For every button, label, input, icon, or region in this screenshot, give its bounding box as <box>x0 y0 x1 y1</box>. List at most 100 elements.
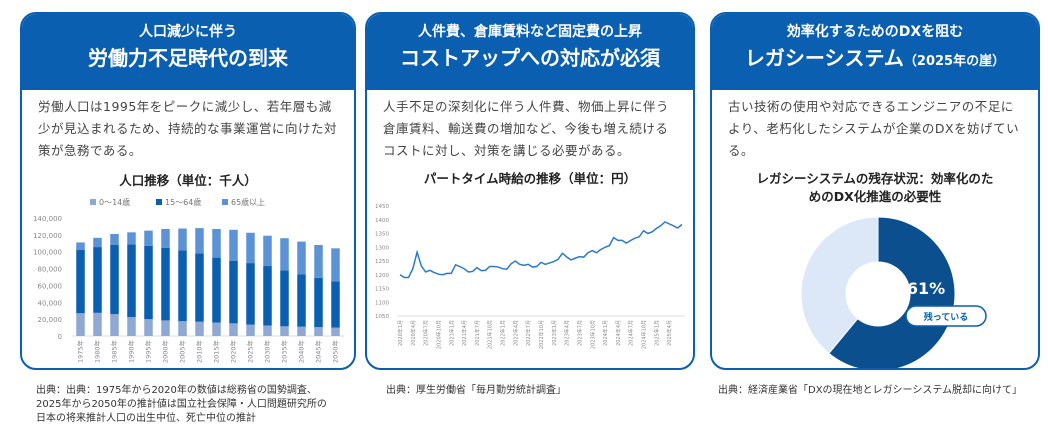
card-header: 人件費、倉庫賃料など固定費の上昇 コストアップへの対応が必須 <box>367 14 693 90</box>
x-tick-label: 2021年4月 <box>461 320 468 346</box>
bar-segment <box>331 281 340 328</box>
x-tick-label: 2021年10月 <box>487 320 494 349</box>
bar-segment <box>178 321 187 336</box>
card-title: コストアップへの対応が必須 <box>400 46 660 70</box>
y-tick-label: 140,000 <box>33 215 62 223</box>
card-subtitle: 効率化するためのDXを阻む <box>786 24 964 40</box>
chart-title: レガシーシステムの残存状況：効率化のためのDX化推進の必要性 <box>756 171 994 204</box>
y-tick-label: 1450 <box>375 204 389 210</box>
bar-segment <box>76 242 85 251</box>
bar-segment <box>93 237 102 248</box>
bar-segment <box>263 235 272 267</box>
x-tick-label: 2030年 <box>263 340 272 364</box>
x-tick-label: 2010年 <box>195 340 204 364</box>
card-subtitle: 人口減少に伴う <box>139 24 237 40</box>
bar-segment <box>127 244 136 318</box>
x-tick-label: 2025年 <box>246 340 255 364</box>
source-note-population: 出典：出典：1975年から2020年の数値は総務省の国勢調査、2025年から20… <box>36 385 327 424</box>
x-tick-label: 1980年 <box>93 340 102 364</box>
y-tick-label: 1150 <box>375 287 389 293</box>
bar-segment <box>161 247 170 321</box>
bar-segment <box>314 327 323 336</box>
y-tick-label: 1350 <box>375 232 389 238</box>
status-label: 残っている <box>924 311 969 323</box>
bar-segment <box>76 313 85 336</box>
card-title: レガシーシステム（2025年の崖） <box>712 42 1038 78</box>
y-tick-label: 100,000 <box>33 249 62 257</box>
legacy-donut-chart: 61% 残っている <box>800 216 987 368</box>
x-tick-label: 2045年 <box>314 340 323 364</box>
legend-label: 65歳以上 <box>231 197 265 207</box>
x-tick-label: 2023年1月 <box>551 320 558 346</box>
wage-line-chart: 1050 1100 1150 1200 1250 1300 1350 1400 1450 2020… <box>375 204 685 349</box>
y-tick-label: 1300 <box>375 245 389 251</box>
bar-segment <box>297 274 306 327</box>
bar-segment <box>229 260 238 324</box>
donut-slice <box>828 216 956 368</box>
x-tick-label: 2021年7月 <box>474 320 481 346</box>
bar-segment <box>246 263 255 325</box>
y-tick-label: 1100 <box>375 300 389 306</box>
y-tick-label: 1250 <box>375 259 389 265</box>
legend-swatch <box>222 199 228 205</box>
bar-segment <box>195 321 204 336</box>
bar-segment <box>297 326 306 336</box>
y-tick-label: 0 <box>58 333 62 341</box>
card-title: 労働力不足時代の到来 <box>88 46 288 70</box>
bar-segment <box>246 232 255 264</box>
y-tick-label: 1200 <box>375 273 389 279</box>
bar-segment <box>212 257 221 323</box>
card-description: 人手不足の深刻化に伴う人件費、物価上昇に伴う倉庫賃料、輸送費の増加など、今後も増… <box>383 99 670 158</box>
bar-segment <box>178 250 187 322</box>
bar-segment <box>229 229 238 261</box>
legend-swatch <box>156 199 162 205</box>
y-tick-label: 80,000 <box>38 266 63 274</box>
percent-label: 61% <box>907 279 945 298</box>
bar-segment <box>76 250 85 314</box>
x-tick-label: 2005年 <box>178 340 187 364</box>
bar-segment <box>297 241 306 275</box>
x-tick-label: 2025年1月 <box>653 320 660 346</box>
y-tick-label: 60,000 <box>38 282 63 290</box>
y-tick-label: 1400 <box>375 218 389 224</box>
x-tick-label: 2022年1月 <box>500 320 507 346</box>
x-tick-label: 1995年 <box>144 340 153 364</box>
x-tick-label: 1975年 <box>76 340 85 364</box>
card-subtitle: 人件費、倉庫賃料など固定費の上昇 <box>418 24 642 40</box>
bar-segment <box>280 238 289 271</box>
card-labor-shortage: 人口減少に伴う 労働力不足時代の到来 労働人口は1995年をピークに減少し、若年… <box>20 12 356 370</box>
bar-segment <box>144 319 153 336</box>
title-sub: （2025年の崖） <box>903 54 1006 69</box>
card-header: 効率化するためのDXを阻む レガシーシステム（2025年の崖） <box>712 14 1038 90</box>
x-tick-label: 2022年7月 <box>525 320 532 346</box>
status-pill <box>905 305 987 327</box>
bar-segment <box>195 228 204 254</box>
bar-segment <box>161 320 170 336</box>
legend-swatch <box>90 199 96 205</box>
y-tick-label: 20,000 <box>38 316 63 324</box>
bar-segment <box>280 326 289 336</box>
bar-segment <box>144 230 153 246</box>
bar-segment <box>263 325 272 336</box>
x-tick-label: 2024年10月 <box>641 320 648 349</box>
population-bar-chart: 0～14歳 15～64歳 65歳以上 0 20,000 40,000 60,000 80,00… <box>33 197 344 364</box>
legend-label: 15～64歳 <box>165 197 201 207</box>
bar-segment <box>212 322 221 336</box>
x-tick-label: 2020年7月 <box>423 320 430 346</box>
card-description: 古い技術の使用や対応できるエンジニアの不足により、老朽化したシステムが企業のDX… <box>728 99 1020 158</box>
source-note-wage: 出典：厚生労働省「毎月勤労統計調査」 <box>386 385 566 396</box>
x-tick-label: 2020年1月 <box>397 320 404 346</box>
x-tick-label: 1990年 <box>127 340 136 364</box>
y-tick-label: 1050 <box>375 314 389 320</box>
card-description: 労働人口は1995年をピークに減少し、若年層も減少が見込まれるため、持続的な事業… <box>38 99 338 158</box>
bar-segment <box>195 253 204 322</box>
bar-segment <box>110 314 119 336</box>
x-tick-label: 2050年 <box>331 340 340 364</box>
card-header: 人口減少に伴う 労働力不足時代の到来 <box>22 14 354 90</box>
x-tick-label: 2020年4月 <box>410 320 417 346</box>
x-tick-label: 2022年10月 <box>538 320 545 349</box>
x-tick-label: 2035年 <box>280 340 289 364</box>
wage-line <box>399 221 683 279</box>
bar-segment <box>229 323 238 336</box>
bar-segment <box>246 324 255 336</box>
